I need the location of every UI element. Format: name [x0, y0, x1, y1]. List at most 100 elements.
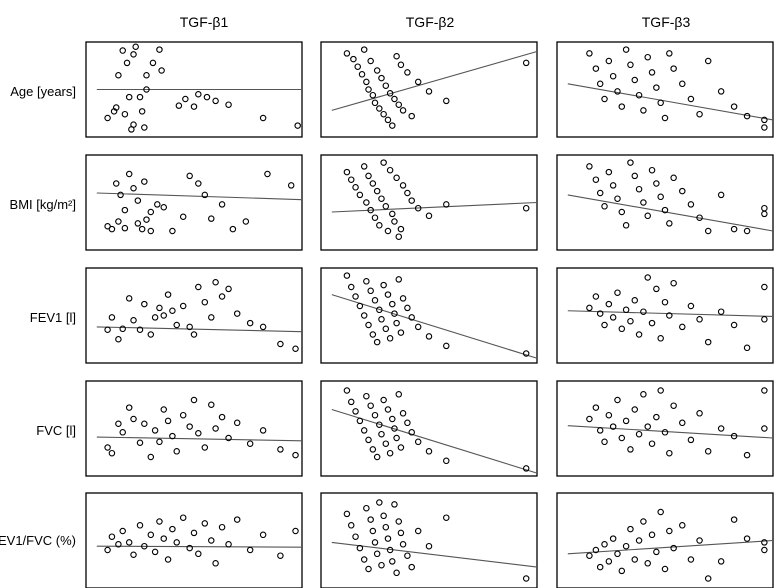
data-point — [609, 72, 617, 80]
data-point — [391, 425, 398, 432]
data-point — [138, 108, 146, 115]
data-point — [522, 465, 530, 472]
data-point — [134, 220, 142, 227]
data-point — [657, 508, 664, 516]
data-point — [104, 444, 111, 451]
data-point — [156, 46, 163, 53]
data-point — [277, 340, 284, 348]
data-point — [158, 67, 165, 74]
data-point — [717, 88, 725, 95]
data-point — [363, 278, 370, 285]
data-point — [367, 402, 374, 409]
data-point — [119, 325, 126, 333]
regression-line — [96, 436, 303, 442]
data-point — [373, 338, 381, 346]
data-point — [360, 427, 368, 434]
panel-frame — [85, 267, 303, 364]
data-point — [164, 291, 172, 298]
data-point — [173, 321, 180, 329]
panel-tgf-3-age-years — [556, 41, 774, 138]
data-point — [404, 189, 411, 197]
data-point — [397, 529, 405, 537]
data-point — [376, 222, 383, 229]
data-point — [605, 300, 613, 308]
data-point — [141, 178, 148, 185]
data-point — [195, 180, 202, 187]
panel-frame — [320, 41, 538, 138]
data-point — [393, 319, 400, 327]
data-point — [596, 427, 604, 434]
data-point — [156, 304, 163, 312]
data-point — [149, 59, 157, 67]
data-point — [391, 310, 398, 317]
data-point — [631, 556, 639, 563]
panel-tgf-2-fev1-l — [320, 267, 538, 364]
data-point — [648, 69, 656, 76]
data-point — [229, 225, 237, 233]
data-point — [395, 518, 403, 525]
data-point — [378, 195, 385, 202]
data-point — [350, 55, 357, 63]
data-point — [761, 316, 768, 323]
data-point — [657, 99, 664, 107]
data-point — [666, 527, 673, 535]
data-point — [586, 415, 593, 423]
data-point — [761, 425, 768, 432]
data-point — [618, 208, 626, 216]
data-point — [717, 425, 725, 432]
row-label-age: Age [years] — [10, 84, 76, 99]
data-point — [648, 531, 656, 539]
data-point — [186, 323, 193, 331]
data-point — [343, 510, 351, 518]
data-point — [592, 65, 600, 72]
data-point — [687, 436, 695, 444]
data-point — [601, 541, 608, 548]
data-point — [631, 76, 639, 84]
data-point — [371, 99, 379, 107]
data-point — [743, 451, 751, 459]
data-point — [609, 182, 617, 189]
data-point — [376, 105, 383, 112]
data-point — [169, 227, 176, 235]
data-point — [141, 420, 148, 427]
data-point — [761, 204, 768, 212]
data-point — [369, 527, 377, 535]
data-point — [425, 212, 433, 220]
data-point — [367, 287, 374, 295]
data-point — [408, 429, 415, 436]
data-point — [246, 546, 254, 554]
data-point — [115, 218, 122, 225]
data-point — [360, 312, 368, 319]
data-point — [365, 86, 372, 93]
data-point — [378, 561, 385, 569]
data-point — [203, 93, 211, 101]
data-point — [586, 304, 593, 312]
data-point — [125, 295, 133, 302]
data-point — [399, 107, 407, 114]
data-point — [443, 97, 450, 105]
data-point — [147, 331, 155, 338]
data-point — [119, 429, 126, 436]
data-point — [666, 312, 673, 319]
panel-tgf-1-fev1-l — [85, 267, 303, 364]
data-point — [384, 535, 392, 542]
data-point — [670, 544, 677, 552]
data-point — [117, 191, 124, 199]
data-point — [208, 401, 215, 408]
data-point — [384, 291, 392, 298]
data-point — [657, 335, 664, 342]
data-point — [169, 307, 176, 314]
data-point — [246, 440, 254, 447]
data-point — [393, 174, 400, 182]
data-point — [246, 319, 254, 327]
data-point — [408, 314, 415, 321]
panel-frame — [556, 492, 774, 588]
data-point — [648, 319, 656, 327]
data-point — [389, 558, 396, 565]
data-point — [395, 233, 403, 240]
data-point — [592, 546, 600, 554]
data-point — [371, 214, 379, 221]
data-point — [395, 391, 403, 398]
data-point — [614, 550, 621, 558]
data-point — [640, 308, 647, 315]
